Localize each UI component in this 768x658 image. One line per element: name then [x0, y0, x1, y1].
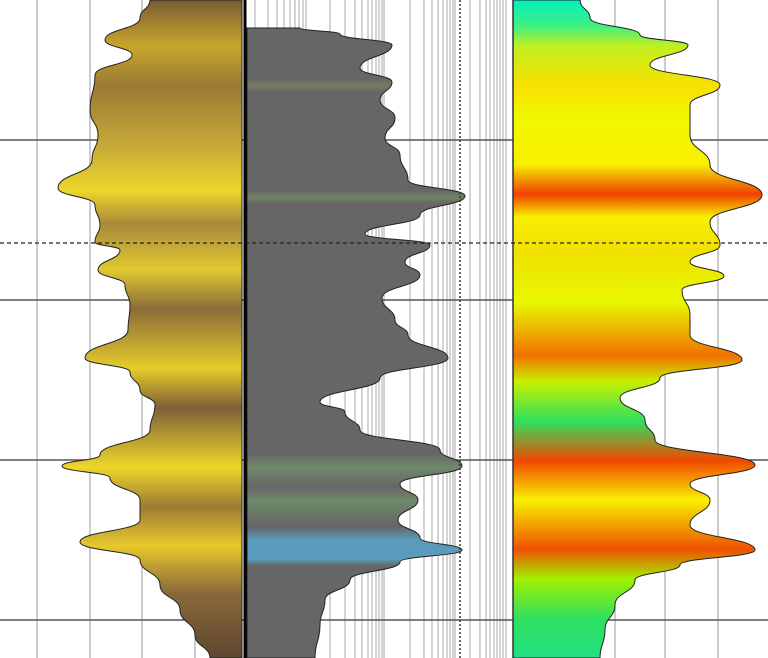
- gamma-ray-fill: [57, 0, 243, 658]
- resistivity-fill: [246, 27, 466, 658]
- porosity-fill: [512, 0, 763, 658]
